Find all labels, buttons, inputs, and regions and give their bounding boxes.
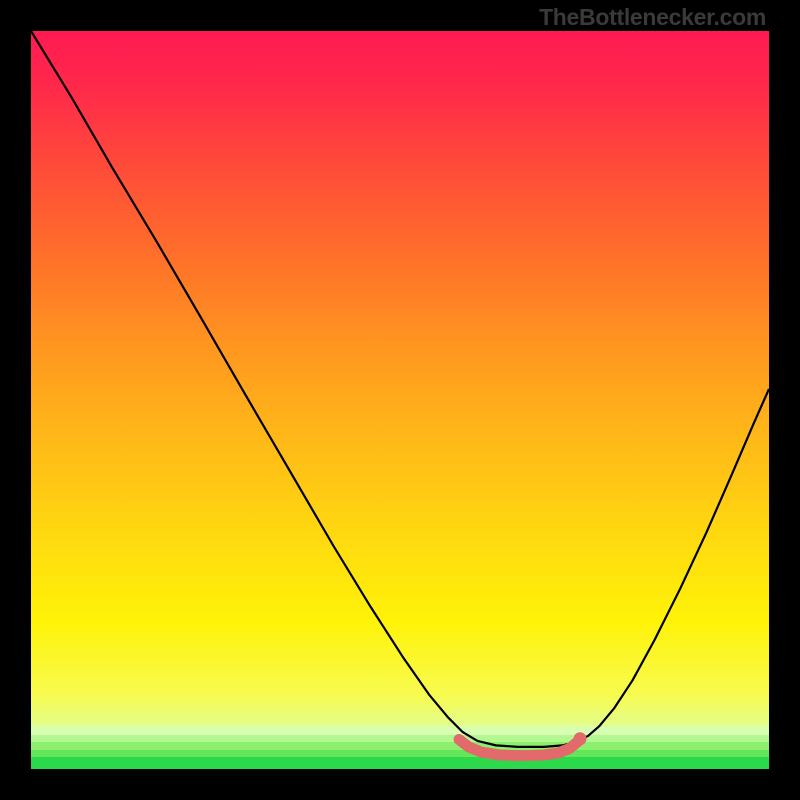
chart-container: TheBottlenecker.com bbox=[0, 0, 800, 800]
optimal-range-endpoint-marker bbox=[574, 732, 587, 745]
curve-layer bbox=[31, 31, 769, 769]
plot-area bbox=[31, 31, 769, 769]
watermark-label: TheBottlenecker.com bbox=[539, 4, 766, 31]
bottleneck-curve bbox=[31, 31, 769, 747]
